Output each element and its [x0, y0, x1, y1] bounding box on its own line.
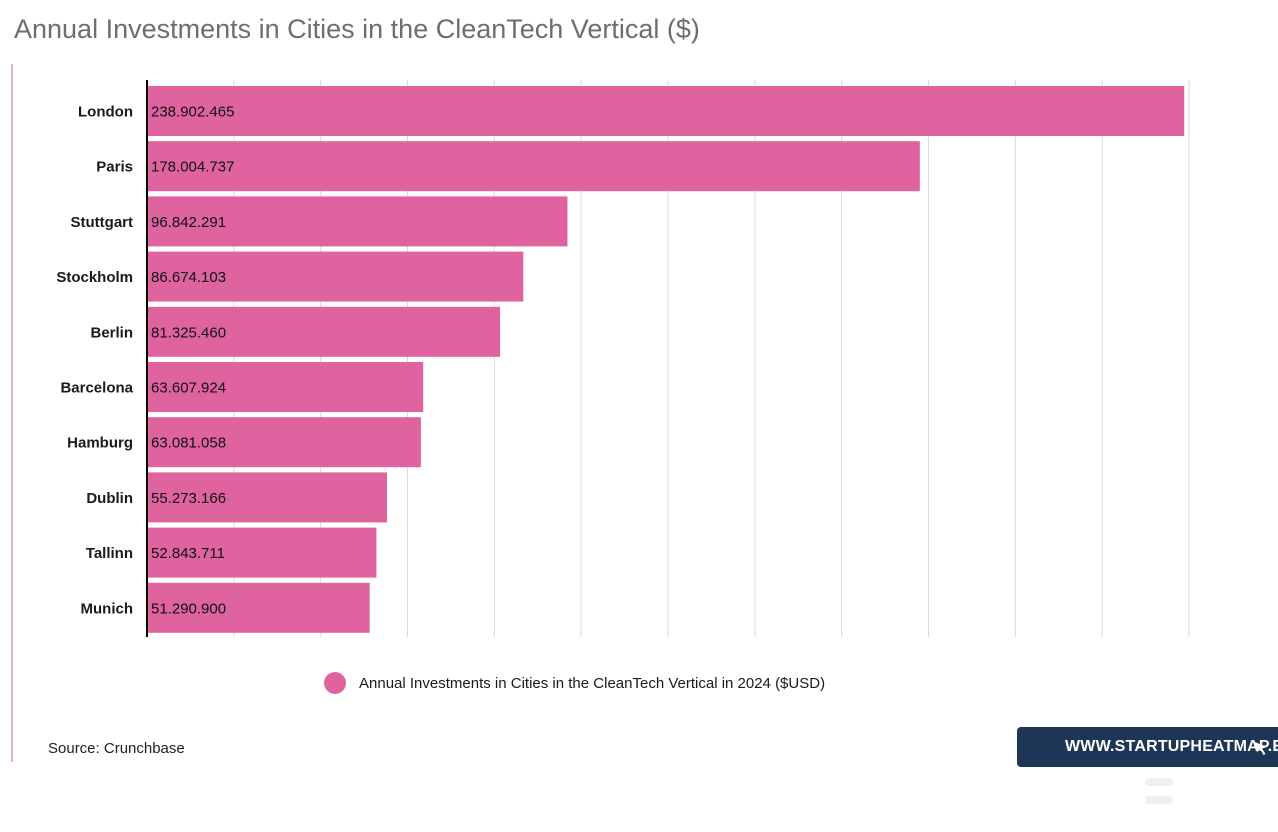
category-label: London: [78, 104, 133, 121]
bar-stockholm: [147, 251, 524, 302]
data-label: 51.290.900: [151, 600, 226, 617]
bar-hamburg: [147, 417, 421, 468]
category-label: Hamburg: [67, 435, 133, 452]
data-label: 52.843.711: [151, 545, 225, 562]
category-label: Dublin: [86, 490, 133, 507]
legend-swatch: [324, 672, 346, 694]
bar-berlin: [147, 306, 501, 357]
menu-icon[interactable]: [1145, 778, 1173, 804]
category-label: Berlin: [90, 324, 133, 341]
data-label: 63.081.058: [151, 435, 226, 452]
bar-paris: [147, 141, 920, 192]
source-note: Source: Crunchbase: [48, 740, 185, 757]
data-label: 238.902.465: [151, 104, 234, 121]
data-label: 178.004.737: [151, 159, 234, 176]
data-label: 55.273.166: [151, 490, 226, 507]
category-label: Munich: [81, 600, 134, 617]
brand-url[interactable]: WWW.STARTUPHEATMAP.EU: [1065, 738, 1278, 755]
category-label: Barcelona: [60, 380, 133, 397]
brand-badge[interactable]: WWW.STARTUPHEATMAP.EU: [1017, 727, 1278, 767]
legend-label: Annual Investments in Cities in the Clea…: [359, 674, 826, 692]
bar-barcelona: [147, 362, 424, 412]
chart-title: Annual Investments in Cities in the Clea…: [14, 14, 700, 44]
bar-london: [147, 86, 1185, 136]
category-label: Stockholm: [56, 269, 133, 286]
category-label: Stuttgart: [71, 214, 134, 231]
data-label: 96.842.291: [151, 214, 226, 231]
bar-munich: [147, 582, 370, 633]
category-label: Paris: [96, 159, 133, 176]
bar-tallinn: [147, 527, 377, 578]
left-accent-line: [11, 64, 13, 762]
bar-stuttgart: [147, 196, 568, 247]
data-label: 81.325.460: [151, 324, 226, 341]
data-label: 86.674.103: [151, 269, 226, 286]
data-label: 63.607.924: [151, 380, 226, 397]
category-label: Tallinn: [86, 545, 133, 562]
legend: Annual Investments in Cities in the Clea…: [324, 672, 825, 694]
cursor-arrow-icon: [1255, 742, 1267, 755]
bar-dublin: [147, 472, 387, 523]
